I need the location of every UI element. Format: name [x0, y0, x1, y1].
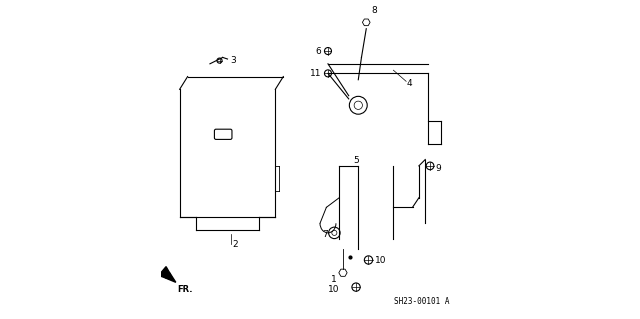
Text: 9: 9 — [435, 164, 441, 173]
Text: FR.: FR. — [177, 285, 193, 294]
Text: 10: 10 — [328, 285, 339, 294]
Text: 10: 10 — [375, 256, 387, 265]
Text: 2: 2 — [233, 240, 238, 249]
Text: 3: 3 — [230, 56, 236, 65]
Text: 7: 7 — [322, 230, 328, 239]
Text: 5: 5 — [353, 156, 359, 165]
Text: 11: 11 — [310, 69, 321, 78]
Text: 8: 8 — [371, 6, 377, 15]
Text: SH23-00101 A: SH23-00101 A — [394, 297, 450, 306]
Text: 1: 1 — [331, 275, 337, 284]
Polygon shape — [159, 267, 176, 282]
Text: 4: 4 — [406, 79, 412, 88]
Text: 6: 6 — [316, 47, 321, 56]
